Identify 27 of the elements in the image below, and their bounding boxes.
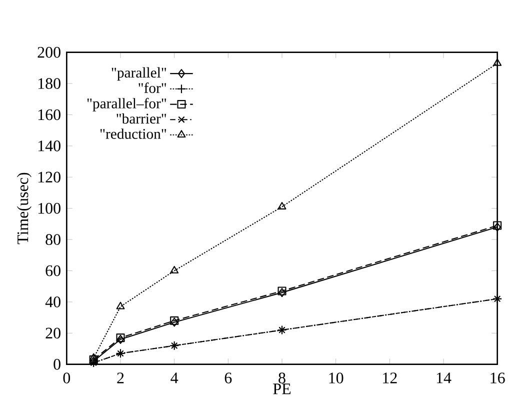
x-tick-label: 12: [383, 372, 397, 384]
x-axis-title: PE: [273, 384, 291, 394]
legend-label: "reduction": [100, 128, 166, 139]
x-tick-label: 10: [329, 372, 344, 384]
x-tick-label: 4: [170, 372, 178, 384]
x-tick-label: 8: [278, 372, 286, 384]
x-tick-label: 0: [63, 372, 70, 384]
y-tick-label: 0: [54, 358, 60, 370]
y-tick-label: 120: [38, 172, 60, 183]
y-axis-title: Time(usec): [16, 172, 32, 244]
x-tick-label: 2: [117, 372, 124, 384]
y-tick-label: 200: [38, 46, 60, 58]
x-tick-label: 14: [436, 372, 452, 384]
legend-label: "parallel": [112, 67, 166, 81]
y-tick-label: 40: [45, 296, 60, 308]
x-tick-label: 16: [490, 372, 505, 384]
y-tick-label: 180: [38, 78, 60, 89]
x-tick-label: 6: [224, 372, 232, 384]
y-tick-label: 100: [38, 202, 60, 214]
legend-label: "parallel–for": [87, 98, 166, 112]
y-tick-label: 160: [38, 109, 60, 120]
y-tick-label: 80: [46, 234, 60, 245]
y-tick-label: 140: [38, 140, 60, 152]
y-tick-label: 20: [46, 328, 60, 339]
legend-label: "barrier": [116, 113, 166, 124]
y-tick-label: 60: [46, 265, 60, 276]
legend-label: "for": [138, 82, 166, 94]
